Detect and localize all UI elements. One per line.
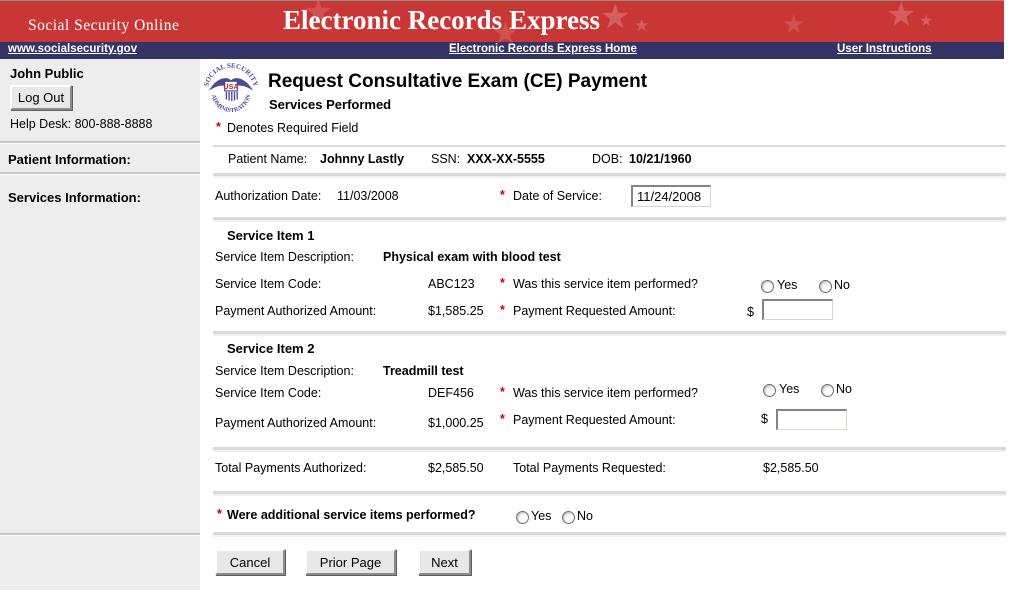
service-item-2-yes-label: Yes <box>779 382 800 396</box>
patient-name-label: Patient Name: <box>228 152 308 166</box>
help-desk-text: Help Desk: 800-888-8888 <box>10 117 153 131</box>
total-requested-label: Total Payments Requested: <box>513 461 666 475</box>
banner-title: Electronic Records Express <box>283 5 600 35</box>
service-item-2-performed-label: Was this service item performed? <box>513 386 699 400</box>
service-item-1-authorized-label: Payment Authorized Amount: <box>215 304 377 318</box>
section-divider <box>213 491 1006 496</box>
sidebar-divider <box>0 172 200 175</box>
required-asterisk: * <box>500 303 505 317</box>
service-item-1-currency-symbol: $ <box>747 305 754 319</box>
next-button[interactable]: Next <box>418 549 471 575</box>
service-item-1-authorized-value: $1,585.25 <box>428 304 484 318</box>
section-divider <box>213 145 1006 147</box>
service-item-1-no-radio[interactable] <box>819 280 832 293</box>
nav-link-ere-home[interactable]: Electronic Records Express Home <box>449 43 637 55</box>
additional-services-question: Were additional service items performed? <box>227 508 476 522</box>
required-asterisk: * <box>216 120 221 134</box>
service-item-2-heading: Service Item 2 <box>227 341 315 356</box>
section-divider <box>213 173 1006 178</box>
additional-no-label: No <box>577 509 593 523</box>
service-item-1-requested-label: Payment Requested Amount: <box>513 304 676 318</box>
brand-banner: Social Security Online Electronic Record… <box>0 0 1004 43</box>
required-asterisk: * <box>500 385 505 399</box>
service-item-2-description-value: Treadmill test <box>383 364 464 378</box>
total-authorized-label: Total Payments Authorized: <box>215 461 367 475</box>
star-icon <box>634 17 649 34</box>
seal-bottom-text: ADMINISTRATION <box>210 94 253 115</box>
section-divider <box>213 331 1006 336</box>
additional-no-radio[interactable] <box>562 511 575 524</box>
service-item-1-description-label: Service Item Description: <box>215 250 354 264</box>
section-divider <box>213 447 1006 452</box>
seal-stripes <box>225 91 238 102</box>
service-item-1-yes-radio[interactable] <box>761 280 774 293</box>
patient-name-value: Johnny Lastly <box>320 152 405 166</box>
total-authorized-value: $2,585.50 <box>428 461 484 475</box>
service-item-1-description-value: Physical exam with blood test <box>383 250 561 264</box>
sidebar-divider <box>0 141 200 144</box>
service-item-2-no-label: No <box>836 382 852 396</box>
patient-dob-label: DOB: <box>592 152 623 166</box>
top-nav: www.socialsecurity.gov Electronic Record… <box>0 42 1004 59</box>
service-item-2-currency-symbol: $ <box>761 412 768 426</box>
cancel-button[interactable]: Cancel <box>215 549 285 575</box>
service-item-1-code-value: ABC123 <box>428 277 475 291</box>
required-asterisk: * <box>500 188 505 202</box>
total-requested-value: $2,585.50 <box>763 461 819 475</box>
service-item-2-yes-radio[interactable] <box>763 384 776 397</box>
service-item-1-code-label: Service Item Code: <box>215 277 322 291</box>
page-subtitle: Services Performed <box>269 97 392 112</box>
service-item-2-description-label: Service Item Description: <box>215 364 354 378</box>
service-item-1-yes-label: Yes <box>777 278 798 292</box>
patient-ssn-label: SSN: <box>431 152 461 166</box>
service-item-2-requested-label: Payment Requested Amount: <box>513 413 676 427</box>
sidebar-item-services-information: Services Information: <box>8 190 141 205</box>
date-of-service-input[interactable] <box>631 185 711 207</box>
service-item-2-no-radio[interactable] <box>821 384 834 397</box>
section-divider <box>213 217 1006 222</box>
ssa-seal-logo: SOCIAL SECURITY ADMINISTRATION USA <box>203 62 259 115</box>
service-item-1-requested-input[interactable] <box>762 299 833 320</box>
authorization-date-label: Authorization Date: <box>215 189 322 203</box>
sidebar-divider <box>0 533 200 536</box>
star-icon <box>600 1 630 34</box>
service-item-2-requested-input[interactable] <box>776 409 847 430</box>
nav-link-socialsecurity-gov[interactable]: www.socialsecurity.gov <box>8 43 138 55</box>
seal-usa-text: USA <box>223 82 239 91</box>
service-item-1-no-label: No <box>834 278 850 292</box>
service-item-1-performed-label: Was this service item performed? <box>513 277 699 291</box>
user-name: John Public <box>10 66 84 81</box>
date-of-service-label: Date of Service: <box>513 189 602 203</box>
patient-ssn-value: XXX-XX-5555 <box>467 152 545 166</box>
prior-page-button[interactable]: Prior Page <box>305 549 396 575</box>
service-item-1-heading: Service Item 1 <box>227 228 315 243</box>
service-item-2-authorized-label: Payment Authorized Amount: <box>215 416 377 430</box>
required-asterisk: * <box>500 412 505 426</box>
service-item-2-code-label: Service Item Code: <box>215 386 322 400</box>
page-title: Request Consultative Exam (CE) Payment <box>268 71 648 92</box>
star-icon <box>886 1 916 32</box>
star-icon <box>919 14 933 30</box>
service-item-2-authorized-value: $1,000.25 <box>428 416 484 430</box>
sidebar: John Public Log Out Help Desk: 800-888-8… <box>0 59 200 590</box>
required-note: Denotes Required Field <box>227 121 359 135</box>
authorization-date-value: 11/03/2008 <box>337 189 399 203</box>
patient-dob-value: 10/21/1960 <box>629 152 692 166</box>
additional-yes-label: Yes <box>531 509 552 523</box>
sidebar-item-patient-information: Patient Information: <box>8 152 131 167</box>
site-name: Social Security Online <box>28 17 180 34</box>
svg-text:ADMINISTRATION: ADMINISTRATION <box>210 94 253 115</box>
required-asterisk: * <box>500 276 505 290</box>
nav-link-user-instructions[interactable]: User Instructions <box>837 43 932 55</box>
required-asterisk: * <box>217 507 222 521</box>
additional-yes-radio[interactable] <box>516 511 529 524</box>
logout-button[interactable]: Log Out <box>10 85 72 110</box>
section-divider <box>213 532 1006 537</box>
star-icon <box>782 11 805 37</box>
service-item-2-code-value: DEF456 <box>428 386 474 400</box>
